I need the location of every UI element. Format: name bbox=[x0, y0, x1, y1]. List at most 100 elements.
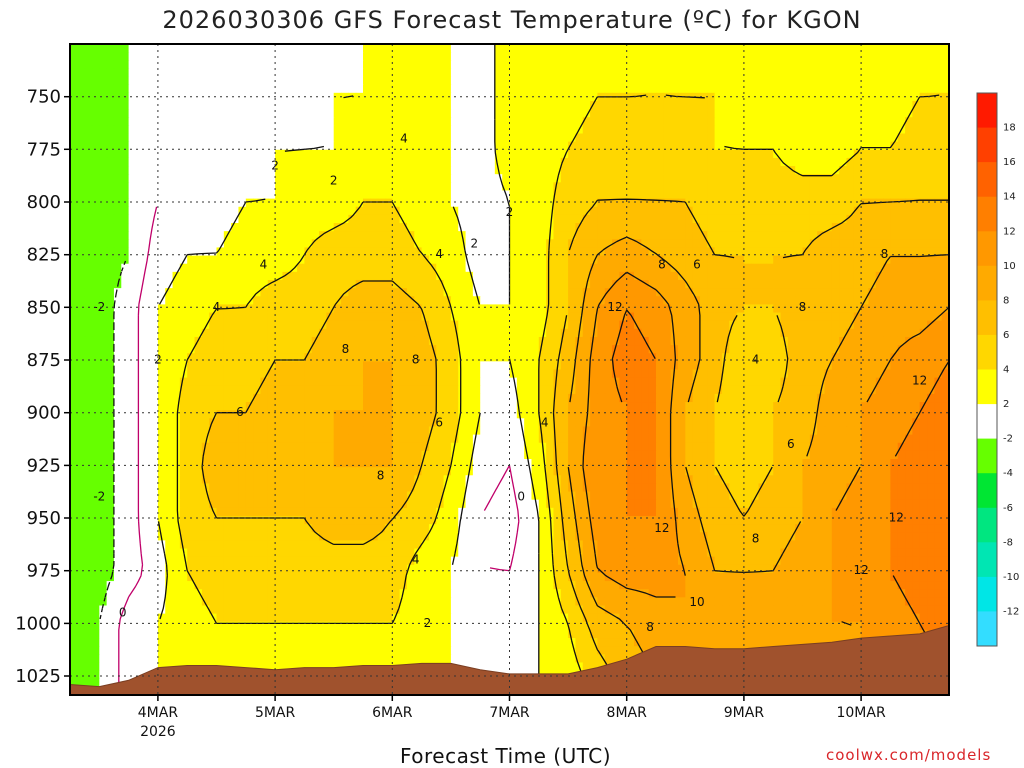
heat-cell bbox=[912, 117, 921, 126]
heat-cell bbox=[677, 166, 686, 175]
heat-cell bbox=[509, 288, 518, 297]
heat-cell bbox=[297, 247, 305, 257]
heat-cell bbox=[846, 52, 855, 61]
heat-cell bbox=[458, 44, 467, 53]
heat-cell bbox=[890, 320, 899, 330]
heat-cell bbox=[604, 361, 613, 371]
heat-cell bbox=[626, 68, 635, 78]
heat-cell bbox=[509, 149, 518, 159]
heat-cell bbox=[546, 125, 555, 135]
heat-cell bbox=[546, 166, 555, 175]
heat-cell bbox=[428, 84, 437, 94]
heat-cell bbox=[472, 263, 481, 273]
heat-cell bbox=[311, 182, 320, 192]
heat-cell bbox=[897, 288, 906, 297]
heat-cell bbox=[172, 353, 181, 362]
heat-cell bbox=[370, 231, 379, 240]
heat-cell bbox=[729, 239, 738, 249]
heat-cell bbox=[472, 125, 481, 135]
heat-cell bbox=[656, 198, 664, 208]
heat-cell bbox=[209, 133, 218, 143]
heat-cell bbox=[421, 52, 430, 61]
heat-cell bbox=[304, 92, 313, 102]
heat-cell bbox=[648, 141, 657, 151]
heat-cell bbox=[831, 174, 840, 183]
heat-cell bbox=[634, 312, 642, 322]
heat-cell bbox=[406, 68, 415, 78]
heat-cell bbox=[919, 157, 928, 167]
heat-cell bbox=[436, 271, 445, 281]
heat-cell bbox=[106, 214, 115, 224]
heat-cell bbox=[194, 345, 203, 354]
heat-cell bbox=[172, 109, 181, 118]
heat-cell bbox=[465, 377, 474, 387]
heat-cell bbox=[341, 296, 349, 305]
heat-cell bbox=[311, 288, 320, 297]
heat-cell bbox=[77, 166, 86, 175]
heat-cell bbox=[626, 304, 635, 314]
heat-cell bbox=[656, 304, 664, 314]
heat-cell bbox=[912, 239, 921, 249]
heat-cell bbox=[773, 345, 782, 354]
heat-cell bbox=[934, 149, 943, 159]
heat-cell bbox=[502, 223, 511, 232]
heat-cell bbox=[604, 296, 613, 305]
heat-cell bbox=[297, 336, 305, 346]
heat-cell bbox=[77, 44, 86, 53]
heat-cell bbox=[656, 312, 664, 322]
heat-cell bbox=[721, 296, 730, 305]
heat-cell bbox=[721, 369, 730, 379]
heat-cell bbox=[289, 345, 298, 354]
heat-cell bbox=[758, 100, 767, 110]
heat-cell bbox=[472, 328, 481, 338]
heat-cell bbox=[494, 279, 503, 289]
heat-cell bbox=[187, 271, 196, 281]
heat-cell bbox=[289, 60, 298, 70]
heat-cell bbox=[84, 377, 93, 387]
heat-cell bbox=[729, 271, 738, 281]
heat-cell bbox=[875, 141, 884, 151]
heat-cell bbox=[817, 157, 826, 167]
heat-cell bbox=[795, 263, 804, 273]
heat-cell bbox=[91, 133, 100, 143]
heat-cell bbox=[919, 328, 928, 338]
heat-cell bbox=[707, 52, 716, 61]
heat-cell bbox=[648, 239, 657, 249]
heat-cell bbox=[414, 345, 423, 354]
heat-cell bbox=[135, 166, 144, 175]
heat-cell bbox=[113, 255, 122, 265]
heat-cell bbox=[729, 214, 738, 224]
heat-cell bbox=[707, 263, 716, 273]
heat-cell bbox=[656, 214, 664, 224]
heat-cell bbox=[612, 68, 620, 78]
heat-cell bbox=[941, 353, 949, 362]
heat-cell bbox=[275, 109, 284, 118]
heat-cell bbox=[297, 44, 305, 53]
heat-cell bbox=[231, 198, 240, 208]
heat-cell bbox=[729, 174, 738, 183]
heat-cell bbox=[560, 76, 569, 86]
heat-cell bbox=[275, 174, 284, 183]
heat-cell bbox=[106, 255, 115, 265]
heat-cell bbox=[238, 255, 247, 265]
heat-cell bbox=[135, 68, 144, 78]
heat-cell bbox=[487, 190, 496, 200]
heat-cell bbox=[604, 247, 613, 257]
heat-cell bbox=[333, 109, 342, 118]
heat-cell bbox=[912, 296, 921, 305]
heat-cell bbox=[538, 312, 547, 322]
heat-cell bbox=[560, 125, 569, 135]
heat-cell bbox=[282, 157, 291, 167]
heat-cell bbox=[70, 52, 78, 61]
heat-cell bbox=[377, 296, 386, 305]
heat-cell bbox=[450, 68, 459, 78]
heat-cell bbox=[428, 149, 437, 159]
heat-cell bbox=[714, 52, 723, 61]
heat-cell bbox=[736, 345, 745, 354]
heat-cell bbox=[773, 84, 782, 94]
heat-cell bbox=[282, 263, 291, 273]
heat-cell bbox=[231, 353, 240, 362]
heat-cell bbox=[531, 214, 540, 224]
heat-cell bbox=[802, 84, 811, 94]
heat-cell bbox=[531, 60, 540, 70]
